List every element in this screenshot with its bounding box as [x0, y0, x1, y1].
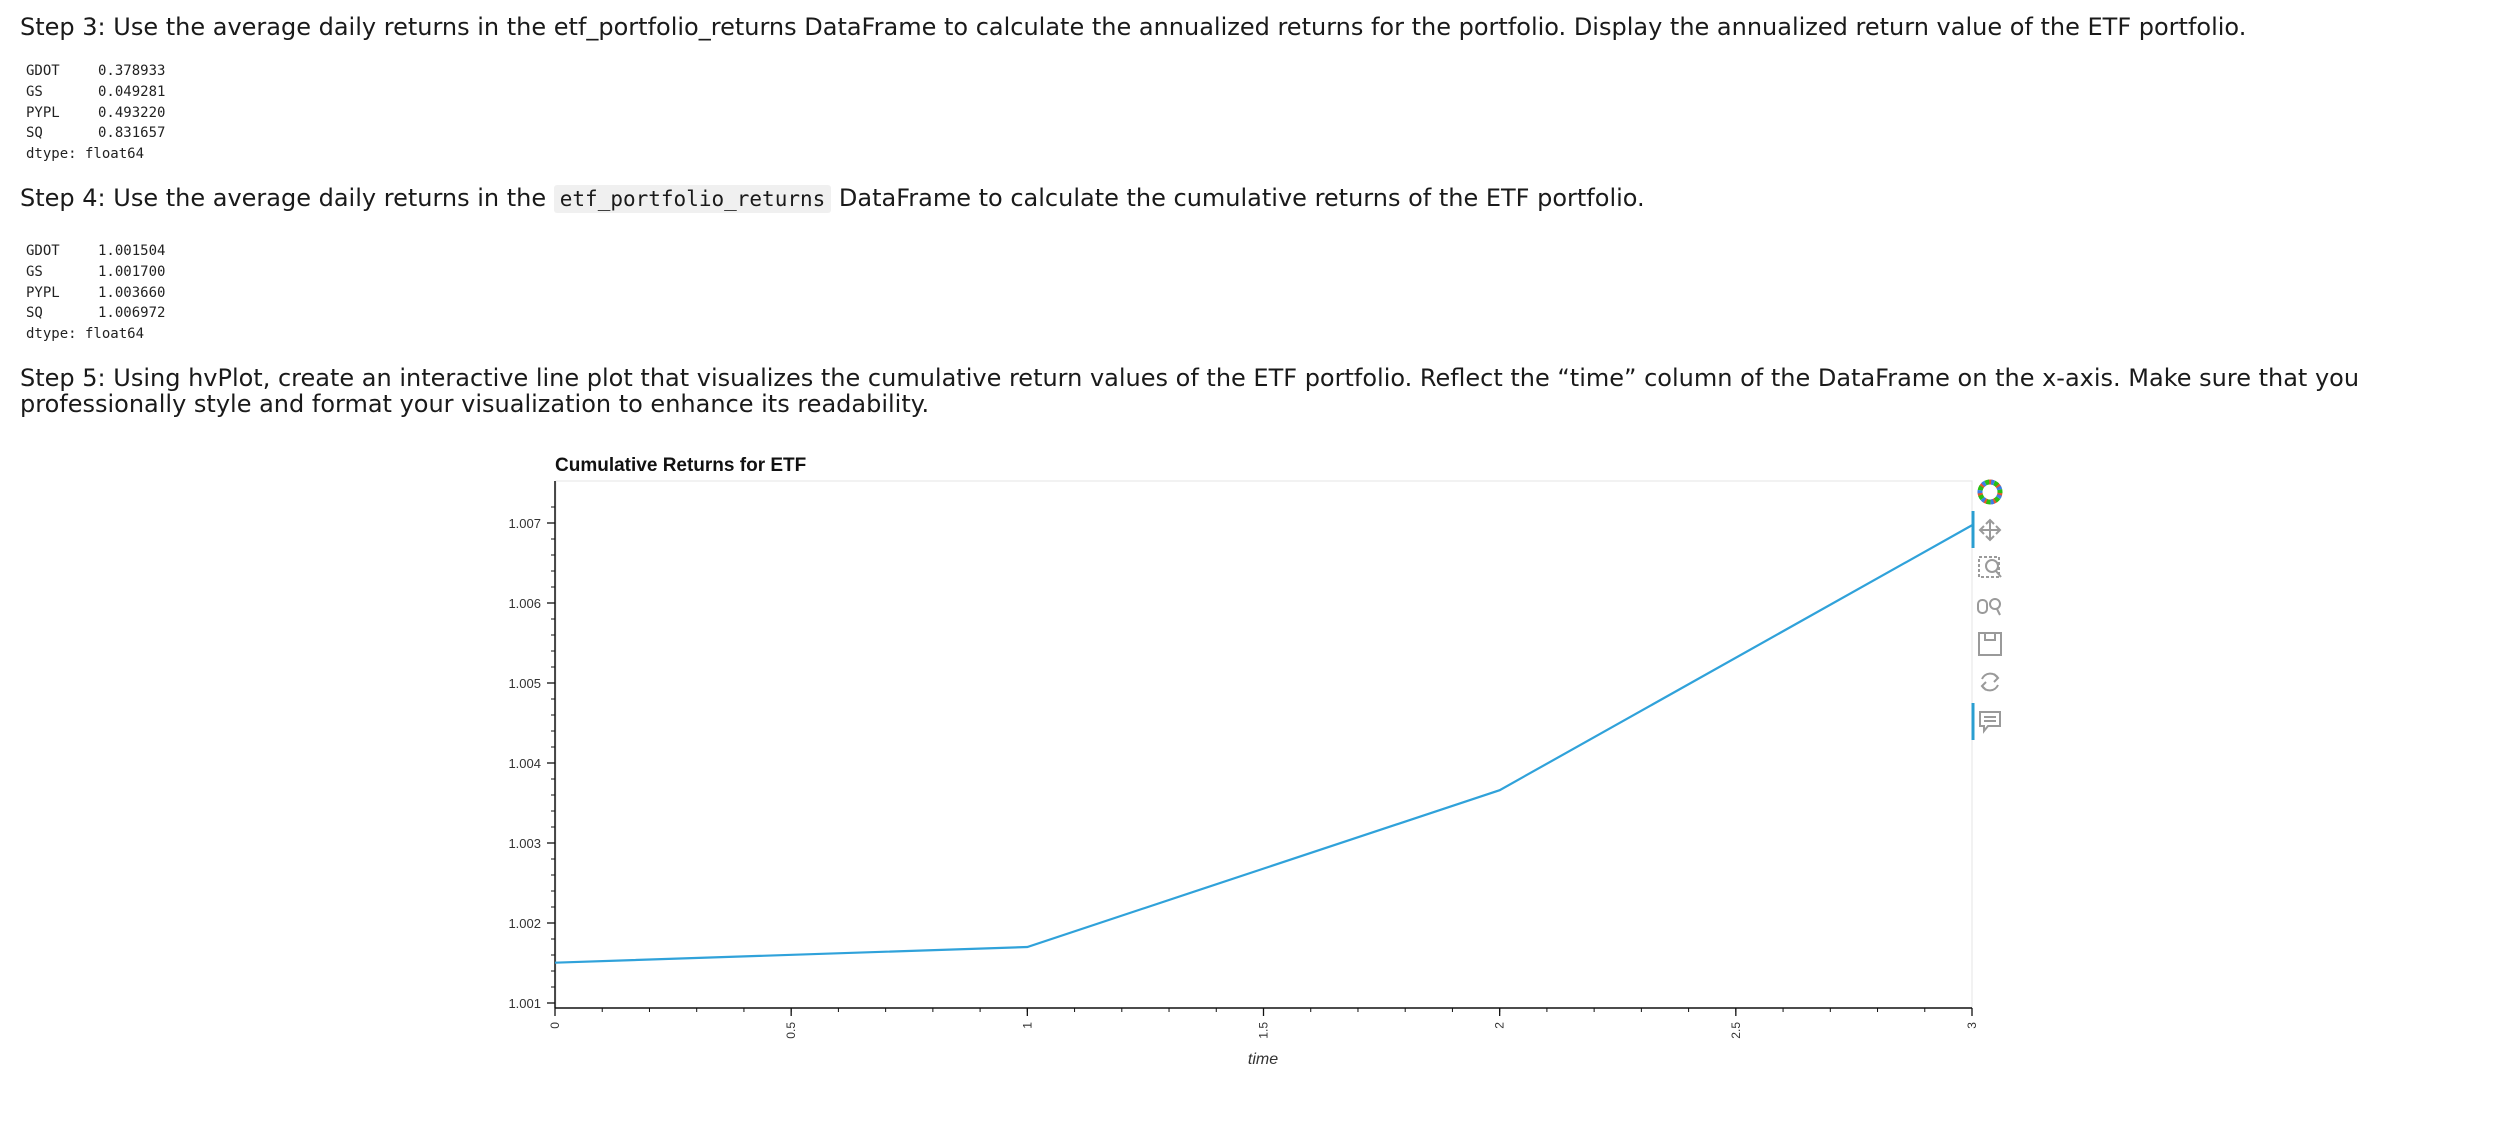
- box-zoom-icon[interactable]: [1978, 556, 2002, 578]
- x-tick-label: 3: [1965, 1022, 1979, 1029]
- row-key: GS: [26, 263, 43, 280]
- x-tick-label: 1.5: [1257, 1022, 1271, 1039]
- reset-icon[interactable]: [1980, 672, 2000, 692]
- y-axis-ticks: 1.001 1.002 1.003 1.004 1.005 1.006 1.007: [508, 506, 555, 1011]
- x-tick-label: 0: [548, 1022, 562, 1029]
- x-tick-label: 2.5: [1729, 1022, 1743, 1039]
- row-value: 0.831657: [98, 125, 166, 142]
- row-key: GDOT: [26, 243, 60, 259]
- step5-heading: Step 5: Using hvPlot, create an interact…: [20, 364, 2360, 418]
- bokeh-logo-icon[interactable]: [1977, 479, 2003, 505]
- step4-text-pre: Step 4: Use the average daily returns in…: [20, 184, 554, 212]
- cumulative-returns-output: GDOT 1.001504 GS 1.001700 PYPL 1.003660 SQ 1.00…: [26, 241, 165, 345]
- x-axis-ticks: 0 0.5 1 1.5 2 2.5 3: [548, 1008, 1979, 1039]
- row-key: GS: [26, 83, 43, 100]
- row-value: 0.493220: [98, 104, 166, 121]
- step4-text-post: DataFrame to calculate the cumulative re…: [831, 184, 1645, 212]
- x-tick-label: 2: [1493, 1022, 1507, 1029]
- dtype-line: dtype: float64: [26, 326, 145, 343]
- series-line[interactable]: [554, 524, 1973, 964]
- annualized-returns-output: GDOT 0.378933 GS 0.049281 PYPL 0.493220 SQ 0.83…: [26, 61, 165, 165]
- x-tick-label: 0.5: [784, 1022, 798, 1039]
- output-row: GS 0.049281: [26, 82, 165, 103]
- row-value: 1.006972: [98, 305, 166, 322]
- y-tick-label: 1.001: [508, 996, 541, 1011]
- output-row: GDOT 0.378933: [26, 61, 165, 82]
- y-tick-label: 1.006: [508, 596, 541, 611]
- row-value: 1.001700: [98, 263, 166, 280]
- hover-icon[interactable]: [1979, 711, 2001, 734]
- chart-title: Cumulative Returns for ETF: [555, 455, 806, 476]
- output-row: SQ 0.831657: [26, 123, 165, 144]
- dtype-line: dtype: float64: [26, 146, 145, 163]
- plot-frame: [555, 480, 1973, 1009]
- chart-toolbar: [1971, 479, 2003, 740]
- row-value: 0.049281: [98, 83, 166, 100]
- step4-heading: Step 4: Use the average daily returns in…: [20, 184, 2490, 213]
- output-row: PYPL 0.493220: [26, 103, 165, 124]
- x-axis-label: time: [1248, 1051, 1278, 1068]
- y-tick-label: 1.004: [508, 756, 541, 771]
- step4-inline-code: etf_portfolio_returns: [553, 185, 832, 213]
- row-key: SQ: [26, 125, 43, 142]
- pan-icon[interactable]: [1978, 518, 2002, 542]
- row-value: 1.001504: [98, 243, 166, 259]
- y-tick-label: 1.005: [508, 676, 541, 691]
- wheel-zoom-icon[interactable]: [1977, 598, 2001, 616]
- save-icon[interactable]: [1978, 632, 2002, 656]
- y-tick-label: 1.003: [508, 836, 541, 851]
- row-key: PYPL: [26, 284, 60, 301]
- row-key: SQ: [26, 305, 43, 322]
- row-key: GDOT: [26, 63, 60, 79]
- output-row: SQ 1.006972: [26, 303, 165, 324]
- step3-heading: Step 3: Use the average daily returns in…: [20, 13, 2247, 41]
- output-row: GS 1.001700: [26, 262, 165, 283]
- output-row: GDOT 1.001504: [26, 241, 165, 262]
- x-tick-label: 1: [1020, 1022, 1034, 1029]
- row-value: 0.378933: [98, 63, 166, 79]
- row-value: 1.003660: [98, 284, 166, 301]
- output-row: PYPL 1.003660: [26, 283, 165, 304]
- y-tick-label: 1.002: [508, 916, 541, 931]
- row-key: PYPL: [26, 104, 60, 121]
- y-tick-label: 1.007: [508, 516, 541, 531]
